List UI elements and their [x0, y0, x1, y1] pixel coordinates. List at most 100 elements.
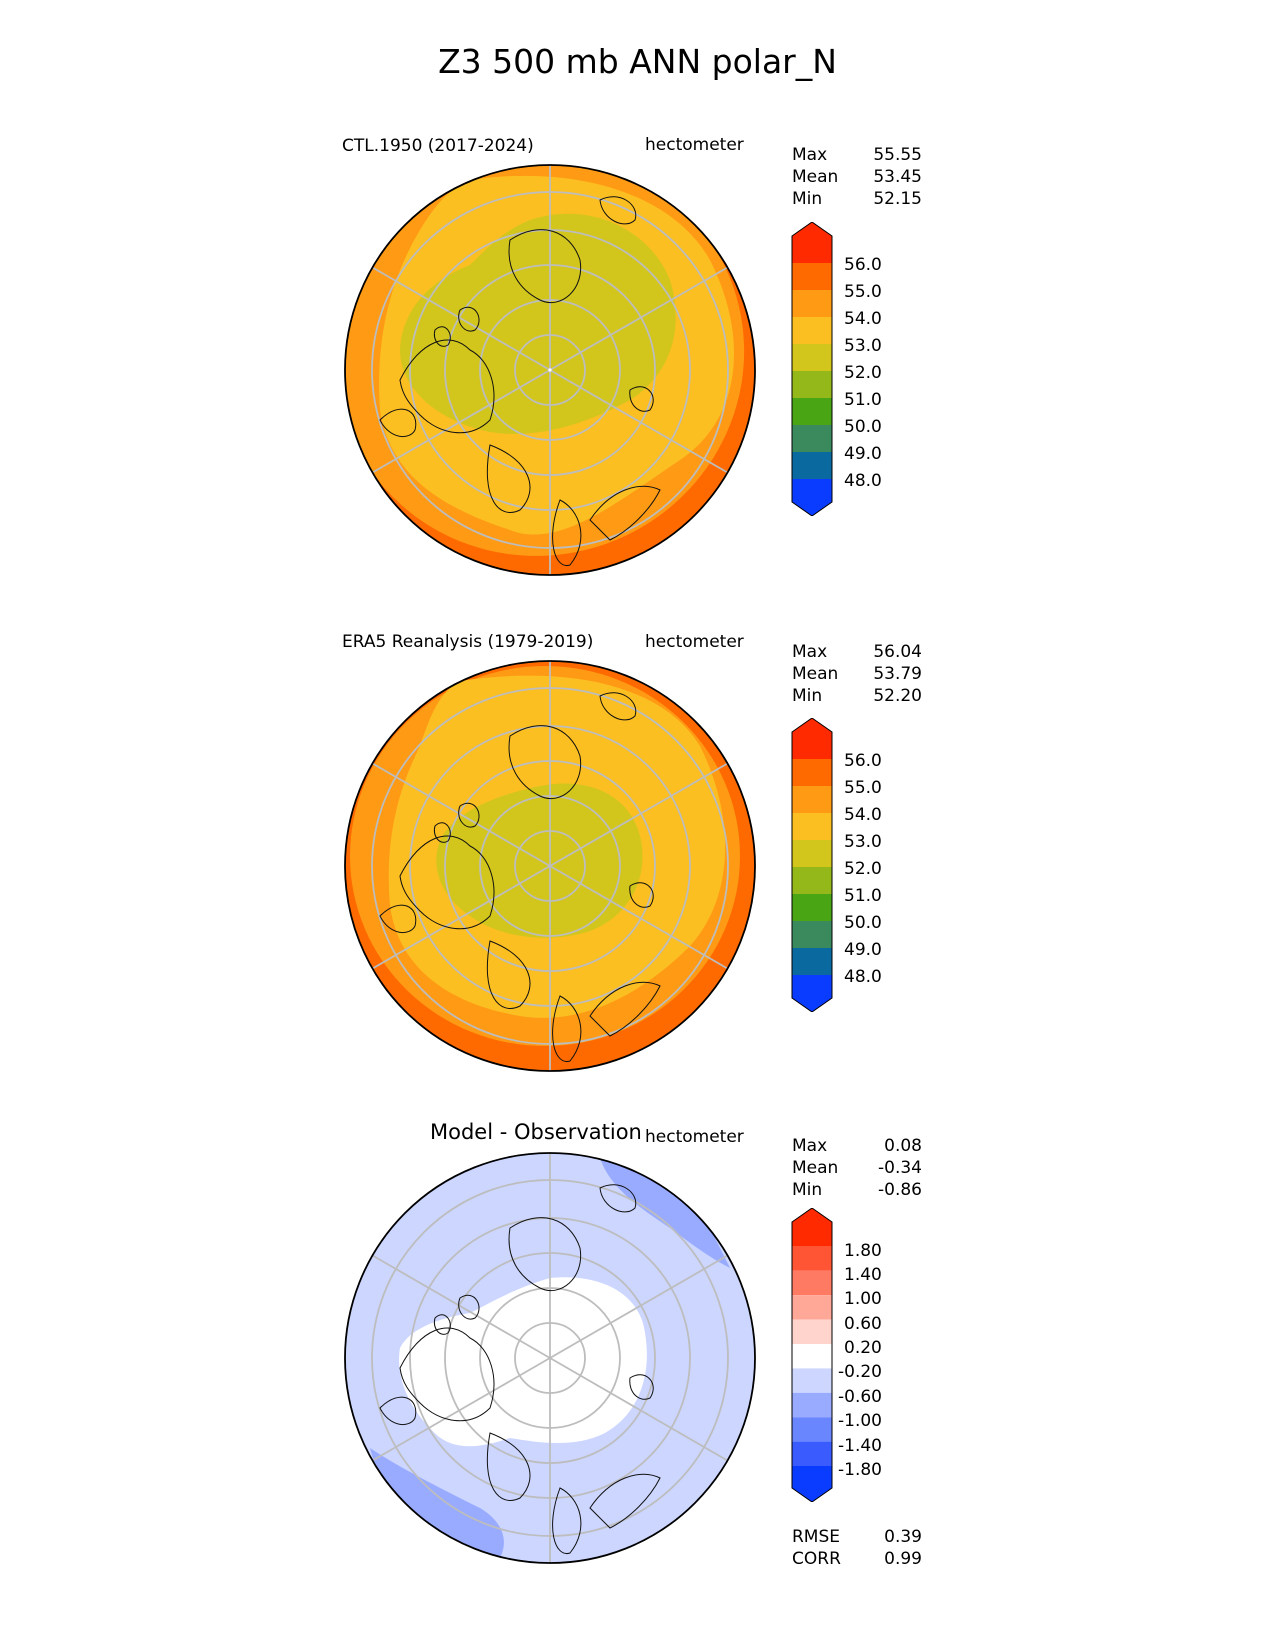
map-difference	[344, 1152, 756, 1564]
cbar-swatch	[792, 479, 832, 502]
cbar-tick-label: 1.80	[844, 1241, 882, 1261]
cbar-swatch	[792, 1246, 832, 1271]
panel-model-title: CTL.1950 (2017-2024)	[342, 136, 534, 156]
cbar-tick-label: 0.20	[844, 1338, 882, 1358]
colorbar-model	[790, 221, 846, 517]
stat-mean-value: 53.79	[873, 664, 922, 684]
cbar-swatch	[792, 867, 832, 894]
cbar-swatch	[792, 1466, 832, 1488]
cbar-tick-label: 56.0	[844, 255, 882, 275]
stat-mean-value: -0.34	[878, 1158, 922, 1178]
contour-minus1.0-minus0.6	[600, 1158, 730, 1268]
cbar-tick-label: 1.00	[844, 1289, 882, 1309]
coastlines	[379, 196, 661, 566]
cbar-swatch	[792, 452, 832, 479]
cbar-swatch	[792, 759, 832, 786]
cbar-swatch	[792, 1222, 832, 1247]
stat-mean-label: Mean	[792, 664, 839, 684]
cbar-swatch	[792, 263, 832, 290]
graticule	[369, 1153, 731, 1563]
cbar-outline	[791, 221, 833, 517]
stat-min-label: Min	[792, 686, 823, 706]
cbar-swatch	[792, 894, 832, 921]
cbar-outline	[791, 1207, 833, 1503]
cbar-swatch	[792, 732, 832, 759]
cbar-tick-label: 56.0	[844, 751, 882, 771]
figure-title: Z3 500 mb ANN polar_N	[438, 42, 837, 81]
cbar-extend-min	[792, 502, 832, 516]
colorbar-model-swatches	[791, 221, 833, 517]
cbar-tick-label: 49.0	[844, 444, 882, 464]
stat-min-value: -0.86	[878, 1180, 922, 1200]
cbar-swatch	[792, 1392, 832, 1418]
cbar-swatch	[792, 840, 832, 867]
cbar-swatch	[792, 344, 832, 371]
stat-min-value: 52.20	[873, 686, 922, 706]
panel-diff-stats: Max 0.08 Mean -0.34 Min -0.86	[792, 1135, 922, 1201]
stat-max-value: 56.04	[873, 642, 922, 662]
cbar-tick-label: 54.0	[844, 309, 882, 329]
coastlines	[379, 692, 661, 1062]
cbar-swatch	[792, 1344, 832, 1369]
cbar-extend-max	[792, 718, 832, 732]
cbar-tick-label: 55.0	[844, 282, 882, 302]
panel-obs-stats: Max 56.04 Mean 53.79 Min 52.20	[792, 641, 922, 707]
stat-mean-label: Mean	[792, 1158, 839, 1178]
stat-mean-label: Mean	[792, 167, 839, 187]
coastlines	[379, 1184, 661, 1554]
cbar-swatch	[792, 1441, 832, 1466]
colorbar-difference-swatches	[791, 1207, 833, 1503]
panel-diff-units: hectometer	[645, 1127, 744, 1147]
metric-corr-label: CORR	[792, 1549, 841, 1569]
map-boundary	[344, 1152, 756, 1564]
cbar-swatch	[792, 1295, 832, 1320]
stat-max-label: Max	[792, 145, 828, 165]
contour-52-53	[400, 213, 676, 434]
cbar-extend-max	[792, 1208, 832, 1222]
cbar-tick-label: -0.20	[838, 1362, 882, 1382]
cbar-swatch	[792, 813, 832, 840]
cbar-extend-min	[792, 1488, 832, 1502]
colorbar-difference	[790, 1207, 846, 1503]
stat-mean-value: 53.45	[873, 167, 922, 187]
cbar-tick-label: 53.0	[844, 832, 882, 852]
metric-rmse-value: 0.39	[884, 1527, 922, 1547]
cbar-swatch	[792, 398, 832, 425]
cbar-swatch	[792, 371, 832, 398]
cbar-tick-label: 1.40	[844, 1265, 882, 1285]
stat-max-value: 55.55	[873, 145, 922, 165]
map-model	[344, 164, 756, 576]
panel-diff-metrics: RMSE 0.39 CORR 0.99	[792, 1526, 922, 1570]
cbar-tick-label: 52.0	[844, 363, 882, 383]
cbar-tick-label: -1.00	[838, 1411, 882, 1431]
colorbar-observation-swatches	[791, 717, 833, 1013]
stat-min-value: 52.15	[873, 189, 922, 209]
cbar-extend-max	[792, 222, 832, 236]
cbar-tick-label: 48.0	[844, 967, 882, 987]
cbar-tick-label: 53.0	[844, 336, 882, 356]
cbar-swatch	[792, 786, 832, 813]
cbar-swatch	[792, 1270, 832, 1296]
panel-model-stats: Max 55.55 Mean 53.45 Min 52.15	[792, 144, 922, 210]
cbar-swatch	[792, 1417, 832, 1442]
colorbar-observation	[790, 717, 846, 1013]
graticule	[369, 661, 731, 1071]
cbar-extend-min	[792, 998, 832, 1012]
cbar-swatch	[792, 1319, 832, 1344]
cbar-tick-label: 54.0	[844, 805, 882, 825]
cbar-swatch	[792, 948, 832, 975]
contour-minus0.2-0.2	[399, 1277, 647, 1447]
metric-corr-value: 0.99	[884, 1549, 922, 1569]
cbar-swatch	[792, 425, 832, 452]
map-boundary	[344, 660, 756, 1072]
contour-minus1.0-minus0.6	[370, 1448, 504, 1558]
cbar-tick-label: -1.40	[838, 1436, 882, 1456]
panel-obs-title: ERA5 Reanalysis (1979-2019)	[342, 632, 594, 652]
cbar-tick-label: 51.0	[844, 390, 882, 410]
stat-max-value: 0.08	[884, 1136, 922, 1156]
cbar-swatch	[792, 317, 832, 344]
stat-min-label: Min	[792, 189, 823, 209]
cbar-swatch	[792, 236, 832, 263]
cbar-tick-label: 50.0	[844, 417, 882, 437]
panel-diff-title: Model - Observation	[430, 1120, 642, 1144]
